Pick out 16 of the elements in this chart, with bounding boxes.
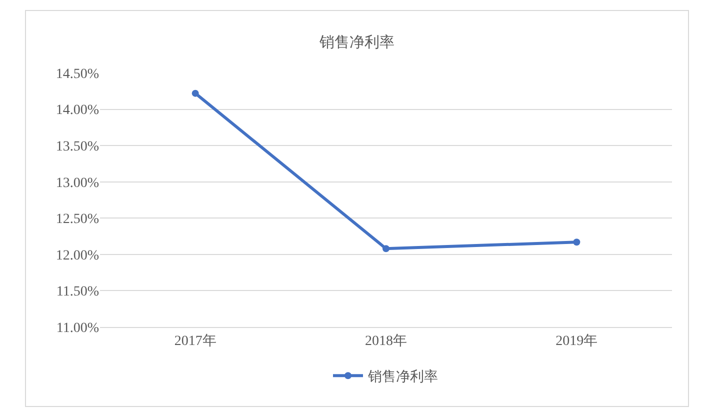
legend-label: 销售净利率: [367, 369, 438, 386]
y-tick-label: 11.00%: [56, 320, 100, 336]
point: [573, 238, 580, 246]
x-tick-label: 2017年: [174, 332, 216, 349]
chart-title: 销售净利率: [318, 34, 394, 51]
y-tick-label: 12.00%: [56, 248, 100, 264]
x-tick-label: 2018年: [365, 332, 407, 349]
y-tick-label: 14.00%: [56, 103, 100, 118]
y-tick-label: 13.00%: [56, 176, 100, 191]
y-tick-label: 12.50%: [56, 212, 100, 228]
point: [382, 245, 390, 252]
x-tick-label: 2019年: [556, 332, 598, 349]
y-tick-label: 14.50%: [56, 66, 100, 82]
point: [192, 90, 199, 97]
y-tick-label: 13.50%: [56, 139, 100, 154]
y-tick-label: 11.50%: [56, 284, 100, 300]
